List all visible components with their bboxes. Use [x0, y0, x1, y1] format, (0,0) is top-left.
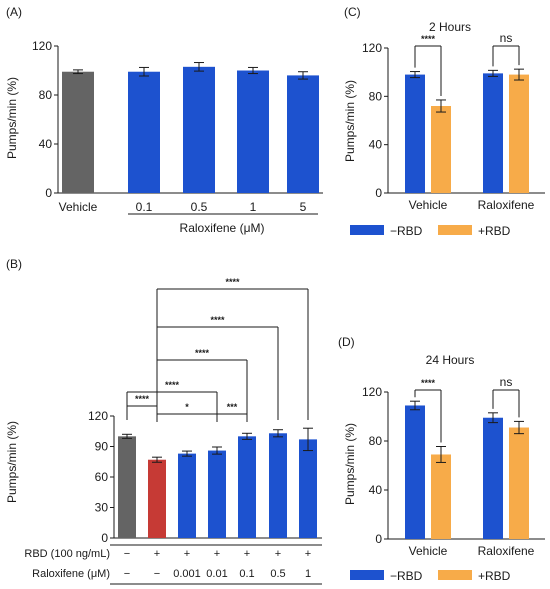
panel-b-table-cell: + [184, 548, 190, 560]
panel-b-bar [269, 433, 287, 538]
panel-c-ytick-label: 120 [362, 41, 382, 55]
panel-c-category-label: Vehicle [409, 198, 448, 212]
panel-d-sig-label: **** [421, 378, 436, 388]
panel-a-bar [128, 71, 160, 193]
panel-c-legend-label: −RBD [390, 224, 423, 238]
panel-a-ylabel: Pumps/min (%) [5, 77, 19, 159]
panel-c-ytick-label: 40 [369, 138, 383, 152]
panel-a-ytick-label: 80 [39, 88, 53, 102]
panel-d-legend-label: −RBD [390, 569, 423, 583]
panel-a-ytick-label: 0 [45, 186, 52, 200]
panel-d-ytick-label: 120 [362, 385, 382, 399]
panel-b-table-cell: − [154, 568, 160, 580]
panel-a-category-label: 0.5 [191, 200, 208, 214]
panel-a-bar [183, 66, 215, 193]
panel-d-category-label: Vehicle [409, 544, 448, 558]
panel-d-letter: (D) [338, 335, 355, 349]
panel-a-ytick-label: 40 [39, 137, 53, 151]
panel-b-ytick-label: 60 [95, 470, 109, 484]
panel-c-category-label: Raloxifene [478, 198, 535, 212]
panel-b-table-cell: + [154, 548, 160, 560]
panel-a-group-label: Raloxifene (μM) [180, 221, 265, 235]
panel-b-bar [208, 450, 226, 538]
panel-d-ytick-label: 40 [369, 483, 383, 497]
panel-b-table-cell: 0.1 [239, 568, 254, 580]
panel-b-table-cell: − [124, 568, 130, 580]
panel-d-sig-label: ns [500, 375, 513, 389]
panel-b-table-cell: + [244, 548, 250, 560]
panel-c-plot: 0 40 80 120 Vehicle Raloxifene **** ns −RBD +RBD [350, 31, 545, 238]
panel-b-sig-label: * [185, 402, 189, 412]
panel-b-ytick-label: 30 [95, 501, 109, 515]
panel-b-bar [178, 453, 196, 538]
panel-d-bar [405, 405, 425, 539]
panel-b-table-cell: 0.01 [206, 568, 227, 580]
panel-b-table-cell: 1 [305, 568, 311, 580]
panel-d-bar [431, 454, 451, 539]
panel-b-ylabel: Pumps/min (%) [5, 421, 19, 503]
panel-b-bar [238, 436, 256, 538]
panel-d-legend-label: +RBD [478, 569, 511, 583]
panel-c-letter: (C) [344, 5, 361, 19]
panel-b-table-cell: + [214, 548, 220, 560]
panel-b-sig-label: **** [225, 277, 240, 287]
panel-c-bar [431, 106, 451, 193]
panel-d-title: 24 Hours [426, 353, 475, 367]
panel-b-bar [148, 459, 166, 538]
panel-d-ylabel: Pumps/min (%) [343, 423, 357, 505]
panel-b-row-rbd-label: RBD (100 ng/mL) [24, 548, 110, 560]
panel-b-sig-label: **** [195, 348, 210, 358]
panel-c-legend-swatch [438, 225, 472, 235]
panel-d-bar [509, 427, 529, 539]
panel-b-table-cell: + [275, 548, 281, 560]
panel-d-category-label: Raloxifene [478, 544, 535, 558]
panel-d-bar [483, 417, 503, 539]
panel-a-bar [287, 75, 319, 193]
panel-d-plot: 0 40 80 120 Vehicle Raloxifene **** ns −RBD +RBD [350, 375, 545, 583]
panel-c-bar [509, 74, 529, 193]
panel-a-letter: (A) [6, 5, 22, 19]
panel-d-legend-swatch [350, 570, 384, 580]
panel-b-sig-label: **** [165, 380, 180, 390]
panel-b-table-cell: + [305, 548, 311, 560]
panel-b-table-cell: 0.001 [173, 568, 201, 580]
panel-c-bar [405, 74, 425, 193]
panel-a-category-label: 5 [300, 200, 307, 214]
panel-c-ylabel: Pumps/min (%) [343, 80, 357, 162]
panel-b-sig-label: **** [210, 315, 225, 325]
panel-b-bar [118, 436, 136, 538]
panel-b-sig-label: *** [227, 402, 238, 412]
panel-a-bar [237, 70, 269, 193]
panel-b-table-cell: 0.5 [270, 568, 285, 580]
panel-b-letter: (B) [6, 257, 22, 271]
panel-b-row-raloxifene-label: Raloxifene (μM) [32, 568, 110, 580]
panel-b-ytick-label: 90 [95, 440, 109, 454]
panel-d-ytick-label: 80 [369, 434, 383, 448]
panel-c-ytick-label: 80 [369, 89, 383, 103]
panel-a-plot: 0 40 80 120 Vehicle 0.1 0.5 1 5 [32, 39, 323, 214]
panel-b-ytick-label: 120 [88, 409, 108, 423]
panel-c-ytick-label: 0 [375, 186, 382, 200]
panel-d-legend-swatch [438, 570, 472, 580]
panel-c-sig-label: ns [500, 31, 513, 45]
panel-a-ytick-label: 120 [32, 39, 52, 53]
panel-a-category-label: 0.1 [136, 200, 153, 214]
panel-b-ytick-label: 0 [101, 531, 108, 545]
panel-a-category-label: 1 [250, 200, 257, 214]
panel-c-legend-label: +RBD [478, 224, 511, 238]
panel-c-title: 2 Hours [429, 20, 471, 34]
panel-b-sig-label: **** [135, 394, 150, 404]
panel-a-bar [62, 71, 94, 193]
panel-b-bar [299, 439, 317, 538]
panel-b-table-cell: − [124, 548, 130, 560]
panel-c-legend-swatch [350, 225, 384, 235]
panel-c-bar [483, 73, 503, 193]
panel-d-ytick-label: 0 [375, 532, 382, 546]
panel-a-category-label: Vehicle [59, 200, 98, 214]
panel-c-sig-label: **** [421, 34, 436, 44]
